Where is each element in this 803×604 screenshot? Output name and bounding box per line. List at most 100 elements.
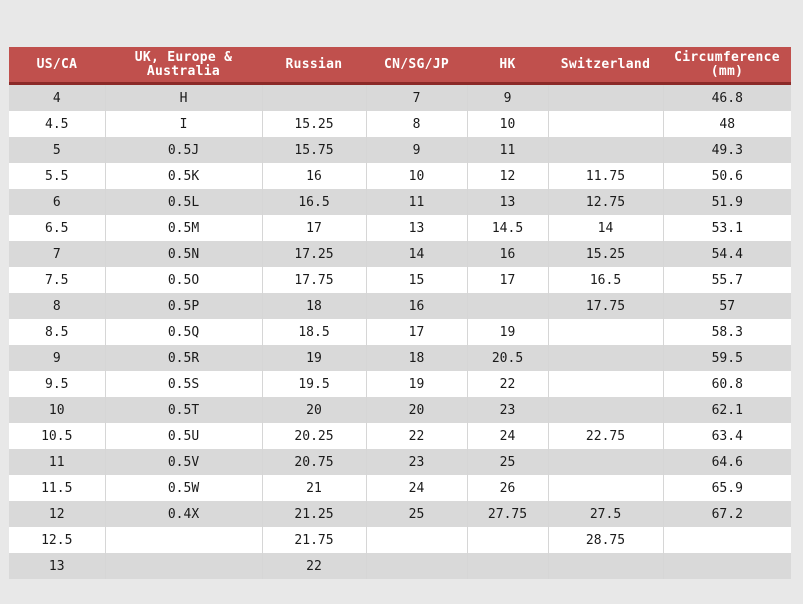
cell-cn-sg-jp: 17	[366, 319, 468, 345]
column-header-cn-sg-jp: CN/SG/JP	[366, 47, 467, 85]
cell-switzerland	[548, 345, 664, 371]
table-row: 13 22	[9, 553, 791, 579]
table-header: US/CA UK, Europe & Australia Russian CN/…	[9, 47, 791, 85]
cell-russian: 19.5	[262, 371, 367, 397]
table-row: 12 0.4X 21.25 25 27.75 27.5 67.2	[9, 501, 791, 527]
cell-circumference: 64.6	[663, 449, 791, 475]
cell-switzerland	[548, 319, 664, 345]
column-header-circumference: Circumference (mm)	[663, 47, 791, 85]
cell-circumference: 51.9	[663, 189, 791, 215]
cell-us-ca: 7	[9, 241, 106, 267]
cell-cn-sg-jp	[366, 553, 468, 579]
cell-russian: 17	[262, 215, 367, 241]
cell-russian: 20.75	[262, 449, 367, 475]
cell-uk-europe-australia: 0.5S	[105, 371, 263, 397]
table-row: 5.5 0.5K 16 10 12 11.75 50.6	[9, 163, 791, 189]
column-header-switzerland: Switzerland	[548, 47, 663, 85]
cell-uk-europe-australia: H	[105, 83, 263, 111]
cell-uk-europe-australia: 0.5P	[105, 293, 263, 319]
cell-hk: 12	[467, 163, 549, 189]
cell-hk: 14.5	[467, 215, 549, 241]
cell-us-ca: 6.5	[9, 215, 106, 241]
cell-us-ca: 5	[9, 137, 106, 163]
cell-hk: 13	[467, 189, 549, 215]
cell-cn-sg-jp: 23	[366, 449, 468, 475]
cell-hk: 10	[467, 111, 549, 137]
cell-uk-europe-australia: 0.5K	[105, 163, 263, 189]
cell-cn-sg-jp: 7	[366, 83, 468, 111]
cell-switzerland	[548, 449, 664, 475]
cell-cn-sg-jp: 9	[366, 137, 468, 163]
cell-us-ca: 4.5	[9, 111, 106, 137]
cell-hk	[467, 527, 549, 553]
table-row: 5 0.5J 15.75 9 11 49.3	[9, 137, 791, 163]
cell-hk: 23	[467, 397, 549, 423]
cell-cn-sg-jp: 18	[366, 345, 468, 371]
cell-hk: 24	[467, 423, 549, 449]
cell-hk: 27.75	[467, 501, 549, 527]
cell-uk-europe-australia: 0.5N	[105, 241, 263, 267]
cell-us-ca: 6	[9, 189, 106, 215]
cell-switzerland: 28.75	[548, 527, 664, 553]
cell-circumference: 58.3	[663, 319, 791, 345]
cell-us-ca: 10	[9, 397, 106, 423]
cell-circumference	[663, 553, 791, 579]
cell-hk: 17	[467, 267, 549, 293]
cell-circumference	[663, 527, 791, 553]
cell-switzerland	[548, 553, 664, 579]
cell-switzerland	[548, 83, 664, 111]
cell-cn-sg-jp: 13	[366, 215, 468, 241]
cell-us-ca: 11.5	[9, 475, 106, 501]
cell-circumference: 59.5	[663, 345, 791, 371]
cell-hk: 19	[467, 319, 549, 345]
table-row: 8 0.5P 18 16 17.75 57	[9, 293, 791, 319]
cell-uk-europe-australia	[105, 553, 263, 579]
table-row: 4 H 7 9 46.8	[9, 83, 791, 111]
cell-cn-sg-jp: 11	[366, 189, 468, 215]
cell-circumference: 50.6	[663, 163, 791, 189]
cell-uk-europe-australia: 0.5W	[105, 475, 263, 501]
cell-uk-europe-australia: 0.5R	[105, 345, 263, 371]
cell-us-ca: 7.5	[9, 267, 106, 293]
table-row: 12.5 21.75 28.75	[9, 527, 791, 553]
cell-cn-sg-jp: 15	[366, 267, 468, 293]
cell-cn-sg-jp: 22	[366, 423, 468, 449]
cell-russian: 22	[262, 553, 367, 579]
cell-switzerland	[548, 137, 664, 163]
cell-circumference: 67.2	[663, 501, 791, 527]
cell-russian: 15.75	[262, 137, 367, 163]
cell-circumference: 63.4	[663, 423, 791, 449]
table-row: 7.5 0.5O 17.75 15 17 16.5 55.7	[9, 267, 791, 293]
cell-russian: 16	[262, 163, 367, 189]
cell-switzerland	[548, 397, 664, 423]
header-row: US/CA UK, Europe & Australia Russian CN/…	[9, 47, 791, 85]
cell-hk: 20.5	[467, 345, 549, 371]
ring-size-conversion-table: US/CA UK, Europe & Australia Russian CN/…	[9, 47, 791, 579]
cell-circumference: 53.1	[663, 215, 791, 241]
cell-hk: 22	[467, 371, 549, 397]
cell-switzerland: 14	[548, 215, 664, 241]
cell-russian: 17.75	[262, 267, 367, 293]
cell-switzerland: 17.75	[548, 293, 664, 319]
cell-uk-europe-australia: 0.4X	[105, 501, 263, 527]
cell-uk-europe-australia: 0.5T	[105, 397, 263, 423]
cell-us-ca: 8.5	[9, 319, 106, 345]
cell-russian: 17.25	[262, 241, 367, 267]
cell-uk-europe-australia: 0.5U	[105, 423, 263, 449]
table-row: 11.5 0.5W 21 24 26 65.9	[9, 475, 791, 501]
cell-circumference: 60.8	[663, 371, 791, 397]
cell-circumference: 65.9	[663, 475, 791, 501]
cell-us-ca: 13	[9, 553, 106, 579]
cell-circumference: 57	[663, 293, 791, 319]
table-row: 4.5 I 15.25 8 10 48	[9, 111, 791, 137]
cell-switzerland: 15.25	[548, 241, 664, 267]
table-row: 10 0.5T 20 20 23 62.1	[9, 397, 791, 423]
column-header-us-ca: US/CA	[9, 47, 105, 85]
cell-circumference: 46.8	[663, 83, 791, 111]
cell-cn-sg-jp: 8	[366, 111, 468, 137]
cell-hk	[467, 553, 549, 579]
cell-uk-europe-australia: 0.5J	[105, 137, 263, 163]
cell-hk: 9	[467, 83, 549, 111]
cell-cn-sg-jp: 25	[366, 501, 468, 527]
cell-hk: 26	[467, 475, 549, 501]
